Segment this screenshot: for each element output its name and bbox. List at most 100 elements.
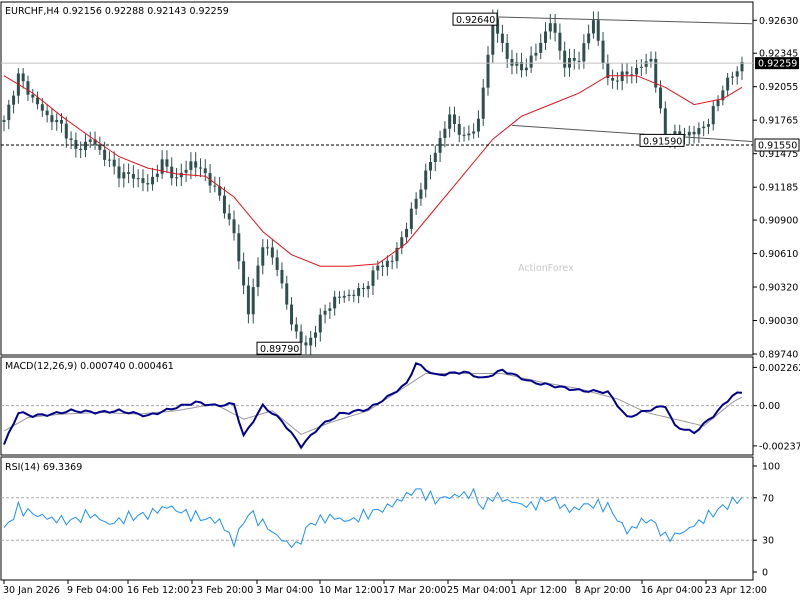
candle-body xyxy=(366,285,370,290)
candle-body xyxy=(376,265,380,271)
candle-body xyxy=(246,285,250,315)
candle-body xyxy=(112,159,116,167)
candle-body xyxy=(476,118,480,132)
price-annotation: 0.92640 xyxy=(452,12,498,26)
candle-body xyxy=(572,58,576,61)
candle-body xyxy=(644,61,648,67)
candle-body xyxy=(625,71,629,75)
current-price-box xyxy=(755,57,799,70)
candle-body xyxy=(136,178,140,180)
candle-body xyxy=(615,80,619,82)
candle-body xyxy=(194,161,198,168)
candle-body xyxy=(179,172,183,178)
y-tick-label: 0.92630 xyxy=(759,16,798,27)
candle-body xyxy=(313,332,317,338)
candle-body xyxy=(486,54,490,88)
support-price-label: 0.91550 xyxy=(758,141,797,152)
candle-body xyxy=(381,265,385,267)
candle-body xyxy=(462,134,466,136)
candle-body xyxy=(601,40,605,64)
candle-body xyxy=(189,161,193,170)
y-tick-label: 0.91765 xyxy=(759,116,798,127)
candle-body xyxy=(429,162,433,171)
candle-body xyxy=(457,124,461,135)
candle-body xyxy=(400,237,404,248)
candle-body xyxy=(242,261,246,286)
candle-body xyxy=(443,128,447,139)
watermark: ActionForex xyxy=(518,263,574,274)
y-tick-label: 0.90900 xyxy=(759,216,798,227)
candle-body xyxy=(69,138,73,140)
y-tick-label: 0.92345 xyxy=(759,49,798,60)
candle-body xyxy=(702,126,706,129)
x-tick-label: 1 Apr 12:00 xyxy=(511,585,567,596)
candle-body xyxy=(45,110,49,116)
candle-body xyxy=(544,31,548,43)
candle-body xyxy=(409,208,413,229)
candle-body xyxy=(2,120,6,122)
candle-body xyxy=(304,342,308,346)
candle-body xyxy=(639,66,643,68)
candle-body xyxy=(577,60,581,62)
candle-body xyxy=(83,141,87,150)
candle-body xyxy=(342,295,346,298)
candle-body xyxy=(496,18,500,34)
x-tick-label: 23 Feb 20:00 xyxy=(191,585,253,596)
candle-body xyxy=(491,18,495,55)
candle-body xyxy=(218,186,222,196)
rsi-y-tick-label: 0 xyxy=(762,568,768,579)
x-tick-label: 17 Mar 20:00 xyxy=(383,585,446,596)
candle-body xyxy=(155,173,159,177)
candle-body xyxy=(175,177,179,179)
candle-body xyxy=(405,228,409,238)
rsi-y-tick-label: 100 xyxy=(762,462,780,473)
moving-average-line xyxy=(3,75,743,267)
candle-body xyxy=(505,42,509,59)
candle-body xyxy=(529,55,533,68)
candle-body xyxy=(237,233,241,262)
candle-body xyxy=(26,81,30,95)
candle-body xyxy=(88,139,92,142)
annotation-label: 0.89790 xyxy=(260,344,299,355)
candle-body xyxy=(294,324,298,332)
candle-body xyxy=(472,131,476,134)
candle-body xyxy=(290,304,294,325)
candle-body xyxy=(692,131,696,135)
candle-body xyxy=(591,20,595,34)
macd-line xyxy=(3,362,743,450)
candle-body xyxy=(534,52,538,56)
candle-body xyxy=(352,294,356,296)
candle-body xyxy=(438,138,442,153)
y-tick-label: 0.89740 xyxy=(759,350,798,361)
candle-body xyxy=(309,337,313,346)
candle-body xyxy=(333,296,337,309)
candle-body xyxy=(227,213,231,220)
rsi-title: RSI(14) 69.3369 xyxy=(5,462,82,473)
candle-body xyxy=(515,61,519,66)
y-tick-label: 0.90030 xyxy=(759,316,798,327)
annotation-label: 0.91590 xyxy=(643,136,682,147)
candle-body xyxy=(357,287,361,296)
candle-body xyxy=(500,33,504,43)
candle-body xyxy=(64,123,68,139)
candle-body xyxy=(558,32,562,51)
candle-body xyxy=(726,77,730,91)
candle-body xyxy=(385,260,389,267)
candle-body xyxy=(711,106,715,125)
candle-body xyxy=(270,247,274,258)
candle-body xyxy=(620,71,624,82)
candle-body xyxy=(36,97,40,105)
candle-body xyxy=(740,61,744,72)
candle-body xyxy=(280,269,284,284)
candle-body xyxy=(117,166,121,179)
candle-body xyxy=(31,94,35,98)
channel-lower-line xyxy=(511,124,753,143)
candle-body xyxy=(424,170,428,190)
candle-body xyxy=(198,167,202,169)
candle-body xyxy=(55,120,59,123)
candle-body xyxy=(687,131,691,136)
candle-body xyxy=(93,139,97,145)
macd-y-tick-label: -0.002379 xyxy=(759,441,800,452)
x-tick-label: 16 Feb 12:00 xyxy=(127,585,189,596)
candle-body xyxy=(510,58,514,66)
